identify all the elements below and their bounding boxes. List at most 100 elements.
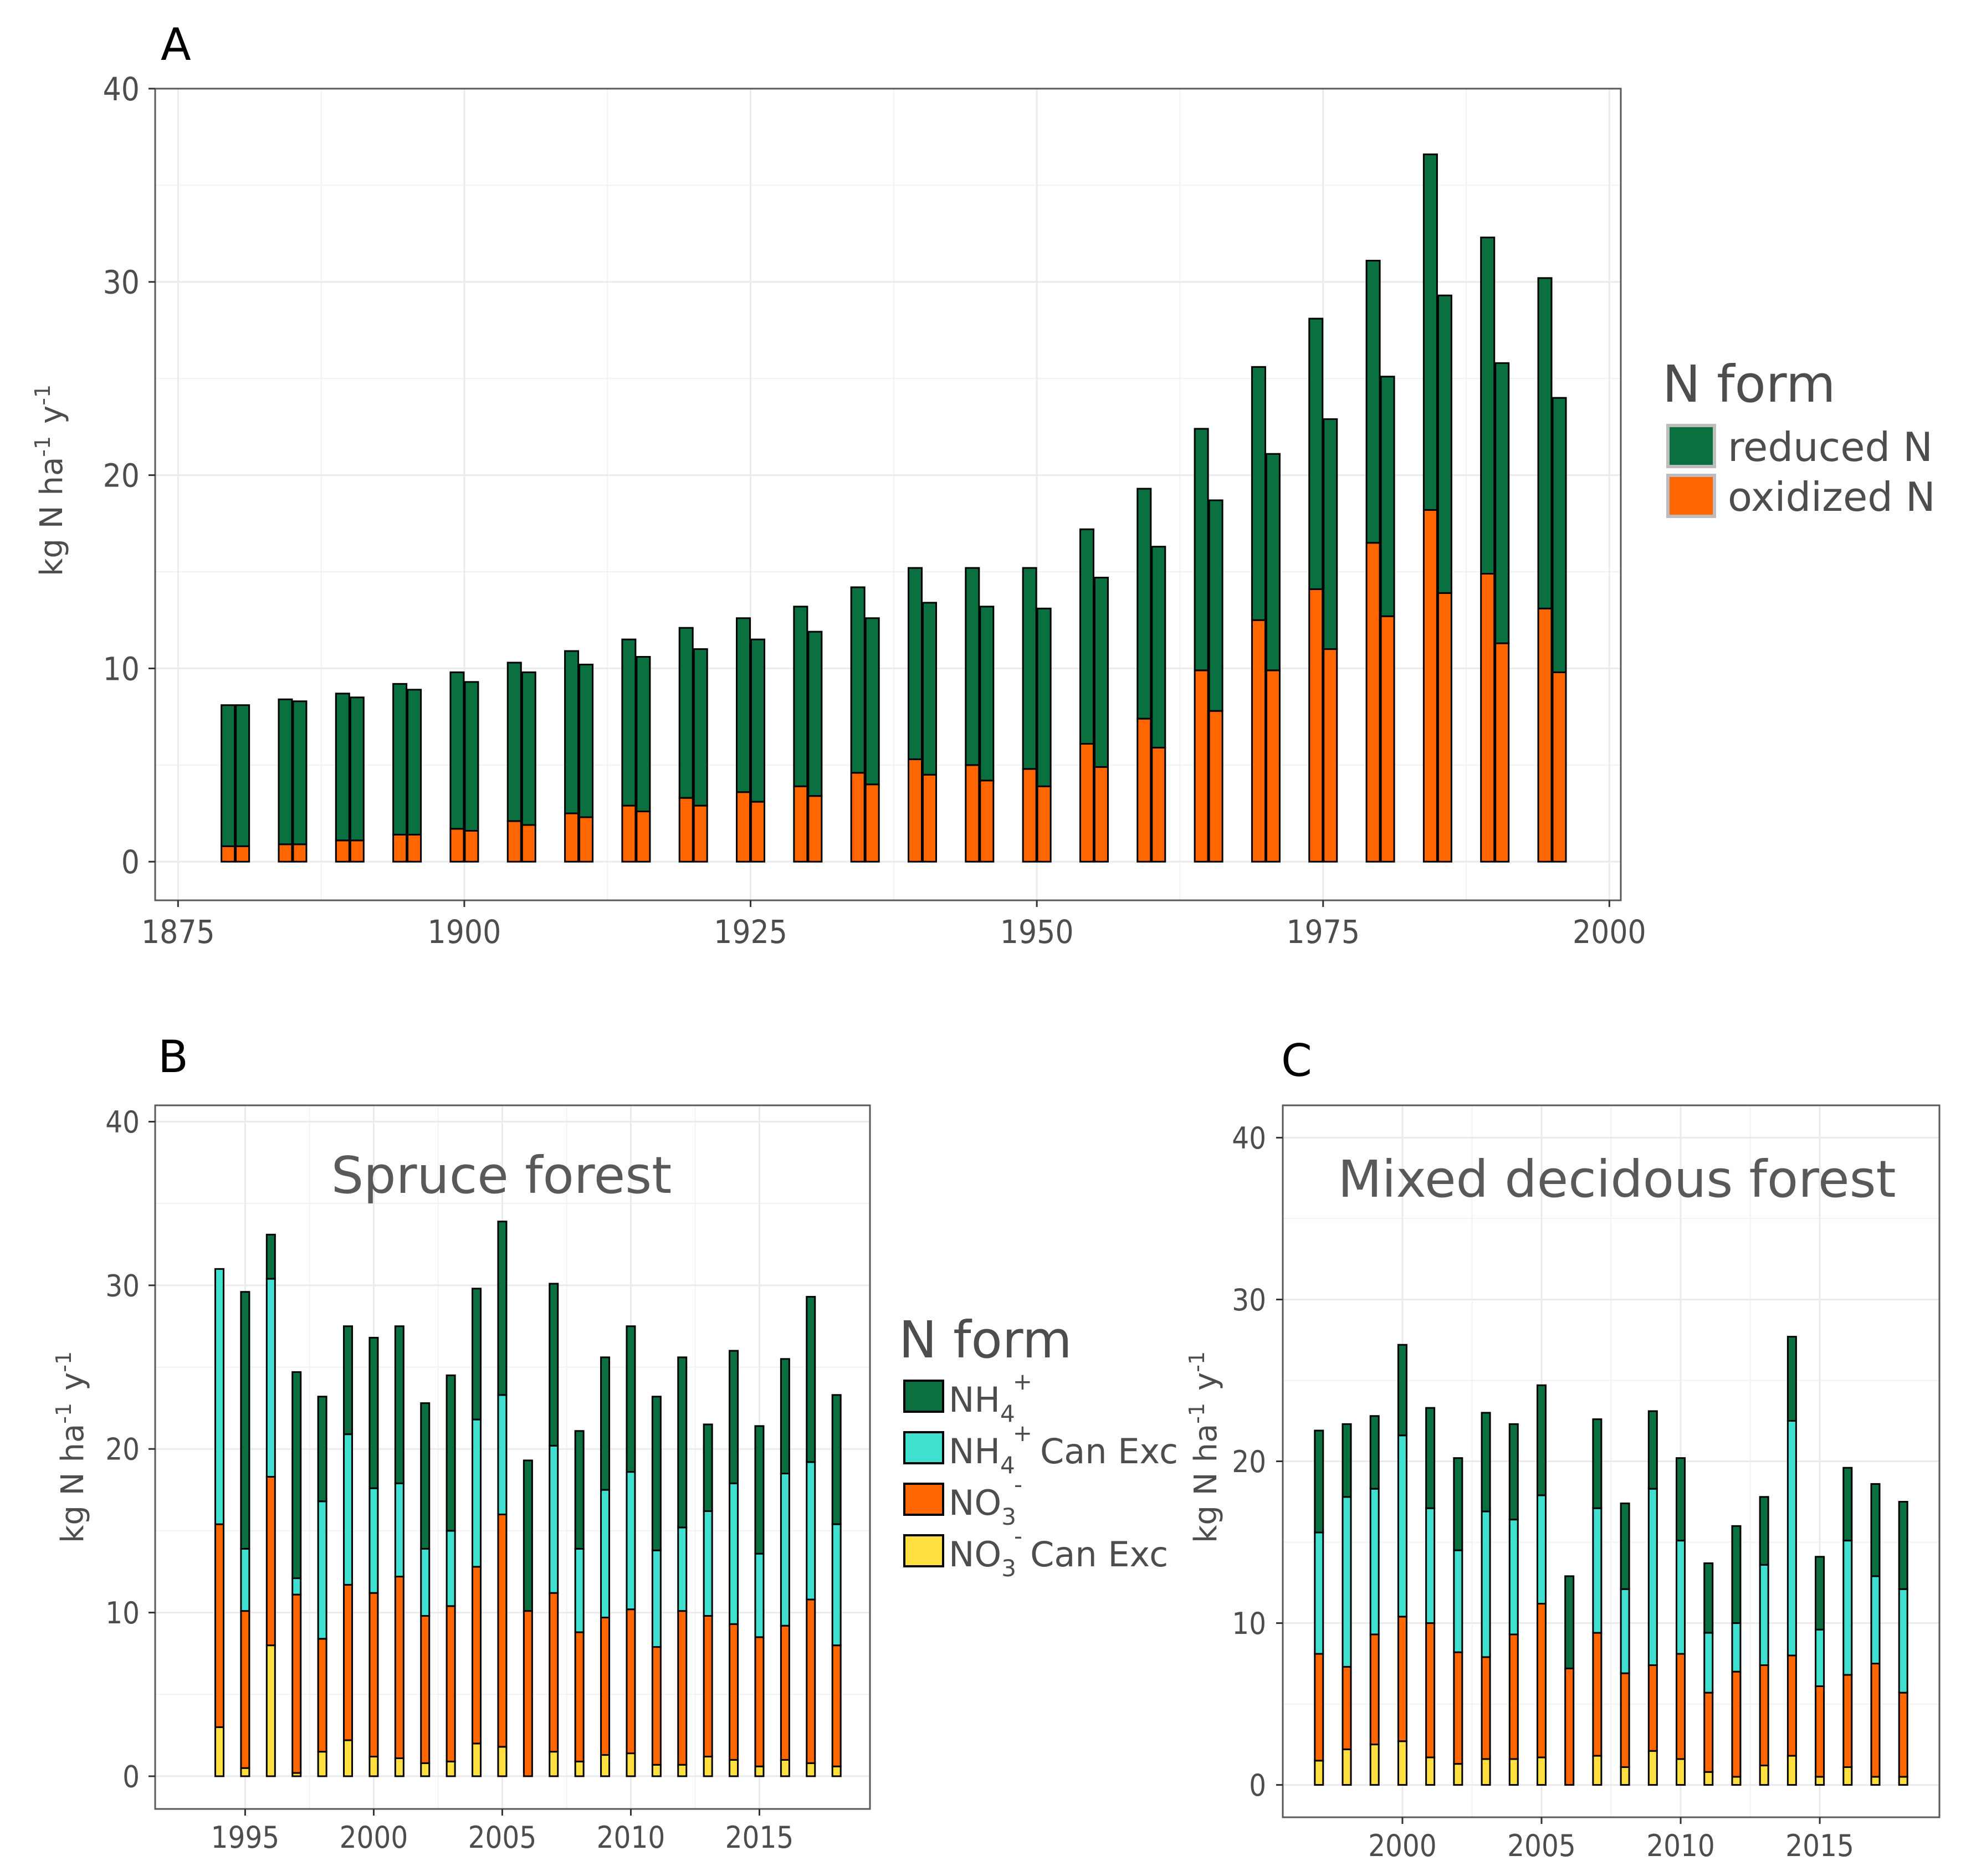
panel-b-ylabel-exp2: -1 (52, 1351, 76, 1372)
bar-nh4 (1342, 1423, 1352, 1498)
bar-nh4 (446, 1374, 456, 1532)
bar-oxidized-n (621, 804, 637, 863)
bar-no3-can-exc (343, 1739, 354, 1777)
bar-nh4 (677, 1356, 688, 1529)
bar-reduced-n (278, 698, 293, 845)
bar-oxidized-n (392, 833, 408, 863)
bar-no3 (446, 1605, 456, 1762)
bar-reduced-n (221, 704, 236, 847)
bar-nh4-can-exc (1453, 1549, 1463, 1653)
bar-oxidized-n (1022, 768, 1037, 863)
panel-b: B Spruce forest 0 10 20 30 40 1995 2000 2005 20… (52, 1031, 871, 1855)
panel-a-ylabel-exp2: -1 (30, 385, 55, 406)
legend-b-no3-sub: 3 (1001, 1503, 1016, 1530)
bar-oxidized-n (1552, 671, 1567, 863)
bar-nh4 (703, 1423, 713, 1512)
bar-no3 (317, 1638, 327, 1753)
bar-oxidized-n (1437, 592, 1452, 863)
panel-c-ylabel-exp2: -1 (1185, 1351, 1209, 1372)
bar-no3 (1314, 1653, 1324, 1762)
bar-nh4 (1508, 1423, 1519, 1521)
x-tick-label: 1875 (141, 913, 215, 951)
bar-no3 (1870, 1663, 1881, 1778)
bar-no3 (1481, 1656, 1491, 1760)
bar-nh4 (240, 1291, 250, 1550)
bar-nh4 (497, 1221, 508, 1396)
bar-reduced-n (1537, 277, 1553, 609)
bar-reduced-n (864, 617, 880, 786)
bar-nh4-can-exc (1676, 1540, 1686, 1655)
x-tick-label: 2005 (468, 1820, 537, 1855)
bar-no3-can-exc (1703, 1771, 1714, 1786)
x-tick-label: 2010 (1646, 1828, 1715, 1863)
x-tick-label: 2005 (1507, 1828, 1576, 1863)
panel-a-bars (221, 153, 1567, 863)
y-tick-label: 30 (103, 264, 140, 301)
bar-oxidized-n (578, 816, 594, 863)
bar-nh4 (1676, 1457, 1686, 1542)
bar-oxidized-n (693, 804, 708, 863)
bar-nh4-can-exc (1342, 1496, 1352, 1668)
bar-oxidized-n (1093, 766, 1109, 863)
bar-nh4-can-exc (1592, 1507, 1603, 1634)
x-tick-label: 2000 (340, 1820, 408, 1855)
legend-b-no3-can-exc-swatch (903, 1534, 944, 1567)
bar-reduced-n (965, 567, 980, 766)
bar-reduced-n (521, 671, 536, 826)
bar-nh4-can-exc (806, 1461, 816, 1601)
panel-b-y-axis-title: kg N ha-1y-1 (52, 1351, 91, 1543)
bar-oxidized-n (1308, 588, 1324, 863)
bar-nh4 (831, 1394, 842, 1525)
legend-b-nh4-can-exc-label: NH4 + Can Exc (949, 1419, 1178, 1479)
panel-c-facet-title: Mixed decidous forest (1338, 1150, 1896, 1209)
bar-reduced-n (807, 631, 823, 797)
bar-oxidized-n (1194, 669, 1209, 863)
x-tick-label: 1995 (211, 1820, 280, 1855)
bar-reduced-n (1194, 428, 1209, 672)
bar-oxidized-n (221, 845, 236, 863)
bar-nh4-can-exc (368, 1487, 379, 1594)
bar-nh4-can-exc (1536, 1494, 1547, 1605)
bar-reduced-n (578, 663, 594, 818)
bar-reduced-n (407, 689, 422, 836)
panel-c-ylabel-y: y (1188, 1372, 1224, 1391)
x-tick-label: 2000 (1368, 1828, 1437, 1863)
bar-no3-can-exc (214, 1726, 225, 1777)
bar-reduced-n (750, 638, 766, 803)
bar-reduced-n (1552, 397, 1567, 673)
bar-no3 (677, 1610, 688, 1766)
bar-no3 (626, 1608, 636, 1755)
bar-nh4 (574, 1430, 585, 1550)
panel-c-gridlines (1283, 1105, 1939, 1817)
bar-no3-can-exc (394, 1757, 405, 1777)
bar-oxidized-n (864, 783, 880, 863)
panel-a-ylabel-exp1: -1 (30, 436, 55, 457)
bar-no3-can-exc (1620, 1766, 1630, 1786)
bar-oxidized-n (1365, 542, 1381, 863)
panel-a-y-axis-title: kg N ha-1y-1 (30, 385, 70, 576)
y-tick-label: 20 (103, 457, 140, 494)
legend-b-nh4-can-sup: + (1013, 1419, 1032, 1447)
bar-no3 (754, 1636, 765, 1767)
legend-b-no3-can-exc-label: NO3 - Can Exc (949, 1523, 1168, 1582)
legend-b-no3-swatch (903, 1483, 944, 1516)
bar-oxidized-n (1422, 509, 1438, 863)
y-tick-label: 10 (103, 650, 140, 688)
bar-nh4-can-exc (1870, 1575, 1881, 1665)
bar-no3-can-exc (600, 1754, 611, 1777)
bar-nh4-can-exc (240, 1547, 250, 1612)
bar-reduced-n (1380, 376, 1395, 617)
x-tick-label: 2010 (597, 1820, 665, 1855)
bar-oxidized-n (1380, 615, 1395, 863)
bar-reduced-n (1208, 499, 1223, 712)
bar-nh4-can-exc (1815, 1628, 1825, 1687)
bar-no3 (1620, 1672, 1630, 1768)
legend-b-nh4-label: NH4 + (949, 1368, 1032, 1427)
bar-nh4 (291, 1371, 302, 1580)
bar-nh4-can-exc (780, 1473, 790, 1627)
bar-reduced-n (1151, 546, 1166, 749)
bar-no3-can-exc (729, 1759, 739, 1777)
bar-oxidized-n (921, 773, 937, 863)
bar-oxidized-n (464, 829, 479, 863)
bar-oxidized-n (1251, 619, 1266, 863)
